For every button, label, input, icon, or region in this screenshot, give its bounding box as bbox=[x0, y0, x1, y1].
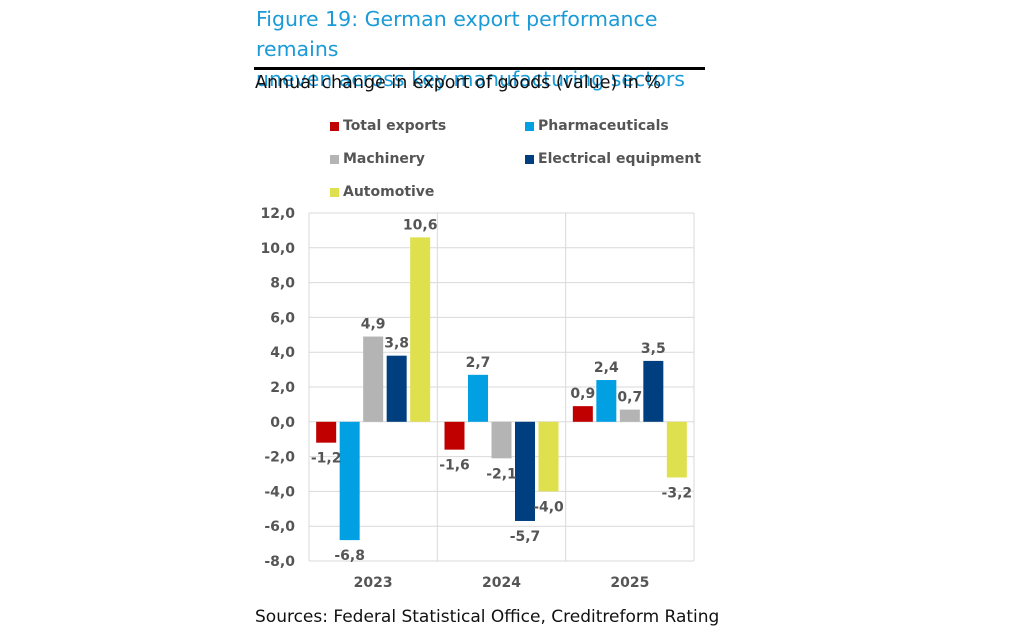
bar bbox=[491, 421, 512, 459]
y-tick-label: 6,0 bbox=[270, 310, 295, 326]
data-label: -5,7 bbox=[510, 529, 541, 545]
data-label: 2,4 bbox=[594, 360, 619, 376]
bar bbox=[468, 374, 488, 422]
bar bbox=[363, 336, 384, 422]
legend-label: Automotive bbox=[343, 184, 435, 200]
chart-subtitle: Annual change in export of goods (value)… bbox=[255, 73, 662, 93]
x-tick-label: 2025 bbox=[610, 575, 649, 591]
data-label: 0,9 bbox=[570, 386, 595, 402]
legend-label: Total exports bbox=[343, 118, 447, 134]
y-tick-label: 12,0 bbox=[260, 206, 295, 222]
data-label: 3,8 bbox=[384, 336, 409, 352]
y-tick-label: -6,0 bbox=[264, 519, 295, 535]
y-tick-label: 2,0 bbox=[270, 380, 295, 396]
data-label: -2,1 bbox=[486, 466, 517, 482]
y-tick-label: -2,0 bbox=[264, 450, 295, 466]
data-label: -1,6 bbox=[439, 458, 470, 474]
data-labels: -1,2 -6,8 4,9 3,8 10,6 -1,6 2,7 -2,1 -5,7 -4,0 0,9… bbox=[311, 217, 692, 564]
data-label: 0,7 bbox=[617, 390, 642, 406]
x-axis: 2023 2024 2025 bbox=[354, 575, 650, 591]
legend-item: Electrical equipment bbox=[525, 151, 701, 167]
bar bbox=[444, 421, 465, 450]
figure-title-line-2: uneven across key manufacturing sectors bbox=[256, 67, 685, 91]
legend-item: Automotive bbox=[330, 184, 434, 200]
source-note: Sources: Federal Statistical Office, Cre… bbox=[255, 607, 720, 627]
data-label: 3,5 bbox=[641, 341, 666, 357]
legend-label: Pharmaceuticals bbox=[538, 118, 669, 134]
legend-swatch bbox=[525, 121, 534, 131]
bar bbox=[666, 421, 687, 478]
legend-swatch bbox=[330, 187, 339, 197]
bar bbox=[339, 421, 360, 541]
y-tick-label: -4,0 bbox=[264, 484, 295, 500]
data-label: 4,9 bbox=[361, 317, 386, 333]
bar bbox=[410, 237, 431, 422]
y-tick-label: 4,0 bbox=[270, 345, 295, 361]
data-label: -3,2 bbox=[662, 485, 693, 501]
bar bbox=[386, 355, 407, 422]
title-divider bbox=[254, 67, 705, 70]
legend-item: Machinery bbox=[330, 151, 425, 167]
legend-swatch bbox=[525, 154, 534, 164]
figure-title-line-1: Figure 19: German export performance rem… bbox=[256, 7, 658, 61]
bar bbox=[316, 421, 337, 443]
data-label: 2,7 bbox=[466, 355, 491, 371]
x-tick-label: 2023 bbox=[354, 575, 393, 591]
x-tick-label: 2024 bbox=[482, 575, 521, 591]
y-tick-label: -8,0 bbox=[264, 554, 295, 570]
bar bbox=[643, 360, 664, 422]
bar bbox=[619, 409, 640, 422]
figure-title: Figure 19: German export performance rem… bbox=[256, 4, 716, 94]
y-tick-label: 8,0 bbox=[270, 276, 295, 292]
y-tick-label: 10,0 bbox=[260, 241, 295, 257]
bar bbox=[538, 421, 559, 492]
bar bbox=[596, 380, 617, 422]
legend-label: Electrical equipment bbox=[538, 151, 702, 167]
legend-item: Pharmaceuticals bbox=[525, 118, 669, 134]
legend-swatch bbox=[330, 121, 339, 131]
y-tick-label: 0,0 bbox=[270, 415, 295, 431]
data-label: 10,6 bbox=[403, 217, 438, 233]
data-label: -4,0 bbox=[533, 499, 564, 515]
bars bbox=[316, 237, 687, 541]
bar bbox=[515, 421, 535, 521]
legend-item: Total exports bbox=[330, 118, 446, 134]
data-label: -6,8 bbox=[334, 548, 365, 564]
y-axis: 12,0 10,0 8,0 6,0 4,0 2,0 0,0 -2,0 -4,0 -6,0 -8,0 bbox=[260, 206, 295, 570]
legend-label: Machinery bbox=[343, 151, 425, 167]
bar bbox=[572, 406, 593, 422]
data-label: -1,2 bbox=[311, 451, 342, 467]
legend-swatch bbox=[330, 154, 339, 164]
